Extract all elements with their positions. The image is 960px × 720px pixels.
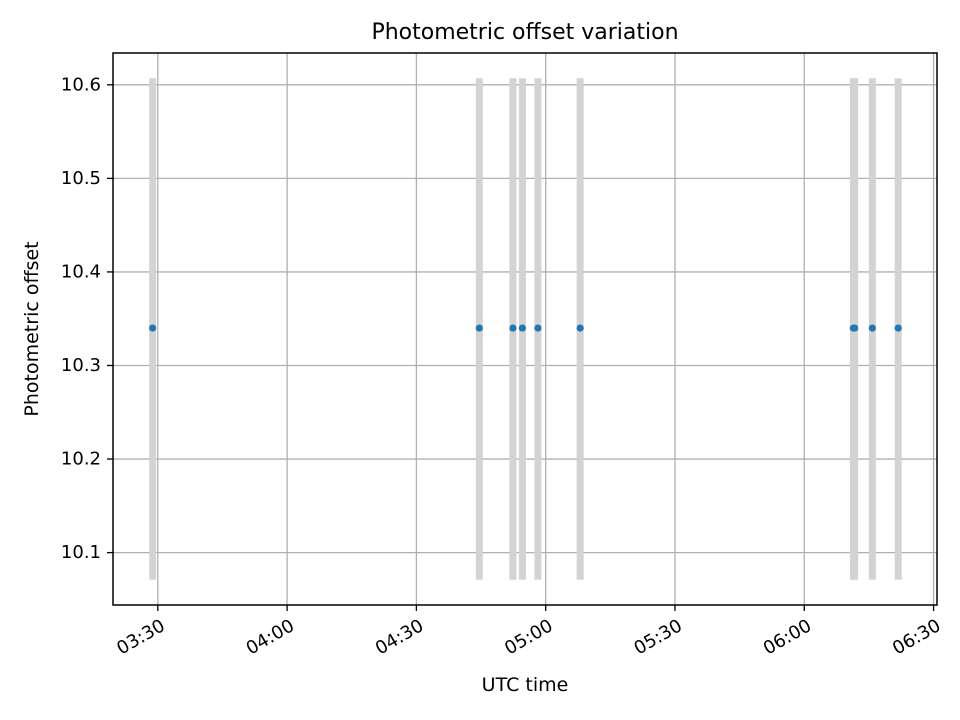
x-axis-label: UTC time xyxy=(482,674,569,696)
y-tick-label: 10.5 xyxy=(61,168,101,189)
y-tick-label: 10.1 xyxy=(61,542,101,563)
data-point xyxy=(894,324,902,332)
y-tick-label: 10.6 xyxy=(61,74,101,95)
data-point xyxy=(534,324,542,332)
plot-frame xyxy=(112,52,938,606)
data-point xyxy=(475,324,483,332)
y-tick-label: 10.2 xyxy=(61,449,101,470)
y-tick-label: 10.4 xyxy=(61,261,101,282)
y-axis-label: Photometric offset xyxy=(21,241,43,416)
data-point xyxy=(576,324,584,332)
y-tick-label: 10.3 xyxy=(61,355,101,376)
data-point xyxy=(868,324,876,332)
data-point xyxy=(851,324,859,332)
chart-title: Photometric offset variation xyxy=(371,20,678,45)
data-point xyxy=(509,324,517,332)
data-point xyxy=(518,324,527,332)
data-layer xyxy=(149,78,902,580)
data-point xyxy=(149,324,157,332)
